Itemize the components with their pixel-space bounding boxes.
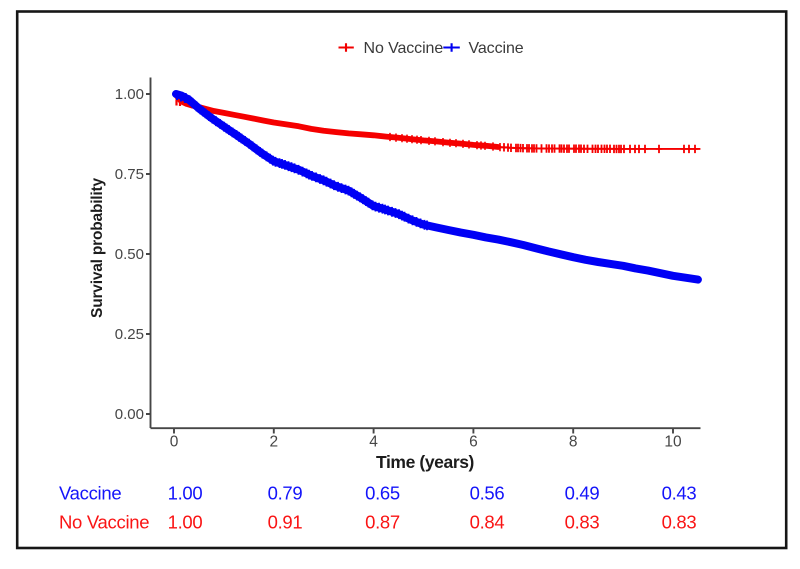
svg-text:0.56: 0.56 [470,483,505,504]
svg-text:0.84: 0.84 [470,512,505,533]
svg-text:0.79: 0.79 [268,483,303,504]
svg-text:1.00: 1.00 [115,86,144,103]
svg-text:0.83: 0.83 [565,512,600,533]
svg-text:8: 8 [569,434,578,451]
svg-text:0.43: 0.43 [662,483,697,504]
svg-text:0.75: 0.75 [115,166,144,183]
svg-text:No Vaccine: No Vaccine [59,512,149,533]
svg-text:0: 0 [170,434,179,451]
svg-text:No Vaccine: No Vaccine [364,40,444,57]
svg-text:0.83: 0.83 [662,512,697,533]
svg-text:2: 2 [269,434,278,451]
svg-text:0.50: 0.50 [115,246,144,263]
svg-text:0.91: 0.91 [268,512,303,533]
svg-text:Survival probability: Survival probability [89,178,106,318]
svg-text:10: 10 [664,434,682,451]
svg-text:0.49: 0.49 [565,483,600,504]
svg-text:1.00: 1.00 [168,512,203,533]
svg-text:0.25: 0.25 [115,326,144,343]
svg-text:Vaccine: Vaccine [469,40,524,57]
svg-text:0.00: 0.00 [115,406,144,423]
svg-text:Time (years): Time (years) [376,452,474,472]
svg-text:0.65: 0.65 [365,483,400,504]
svg-text:Vaccine: Vaccine [59,483,121,504]
svg-text:1.00: 1.00 [168,483,203,504]
svg-text:6: 6 [469,434,478,451]
svg-text:4: 4 [369,434,378,451]
svg-text:0.87: 0.87 [365,512,400,533]
